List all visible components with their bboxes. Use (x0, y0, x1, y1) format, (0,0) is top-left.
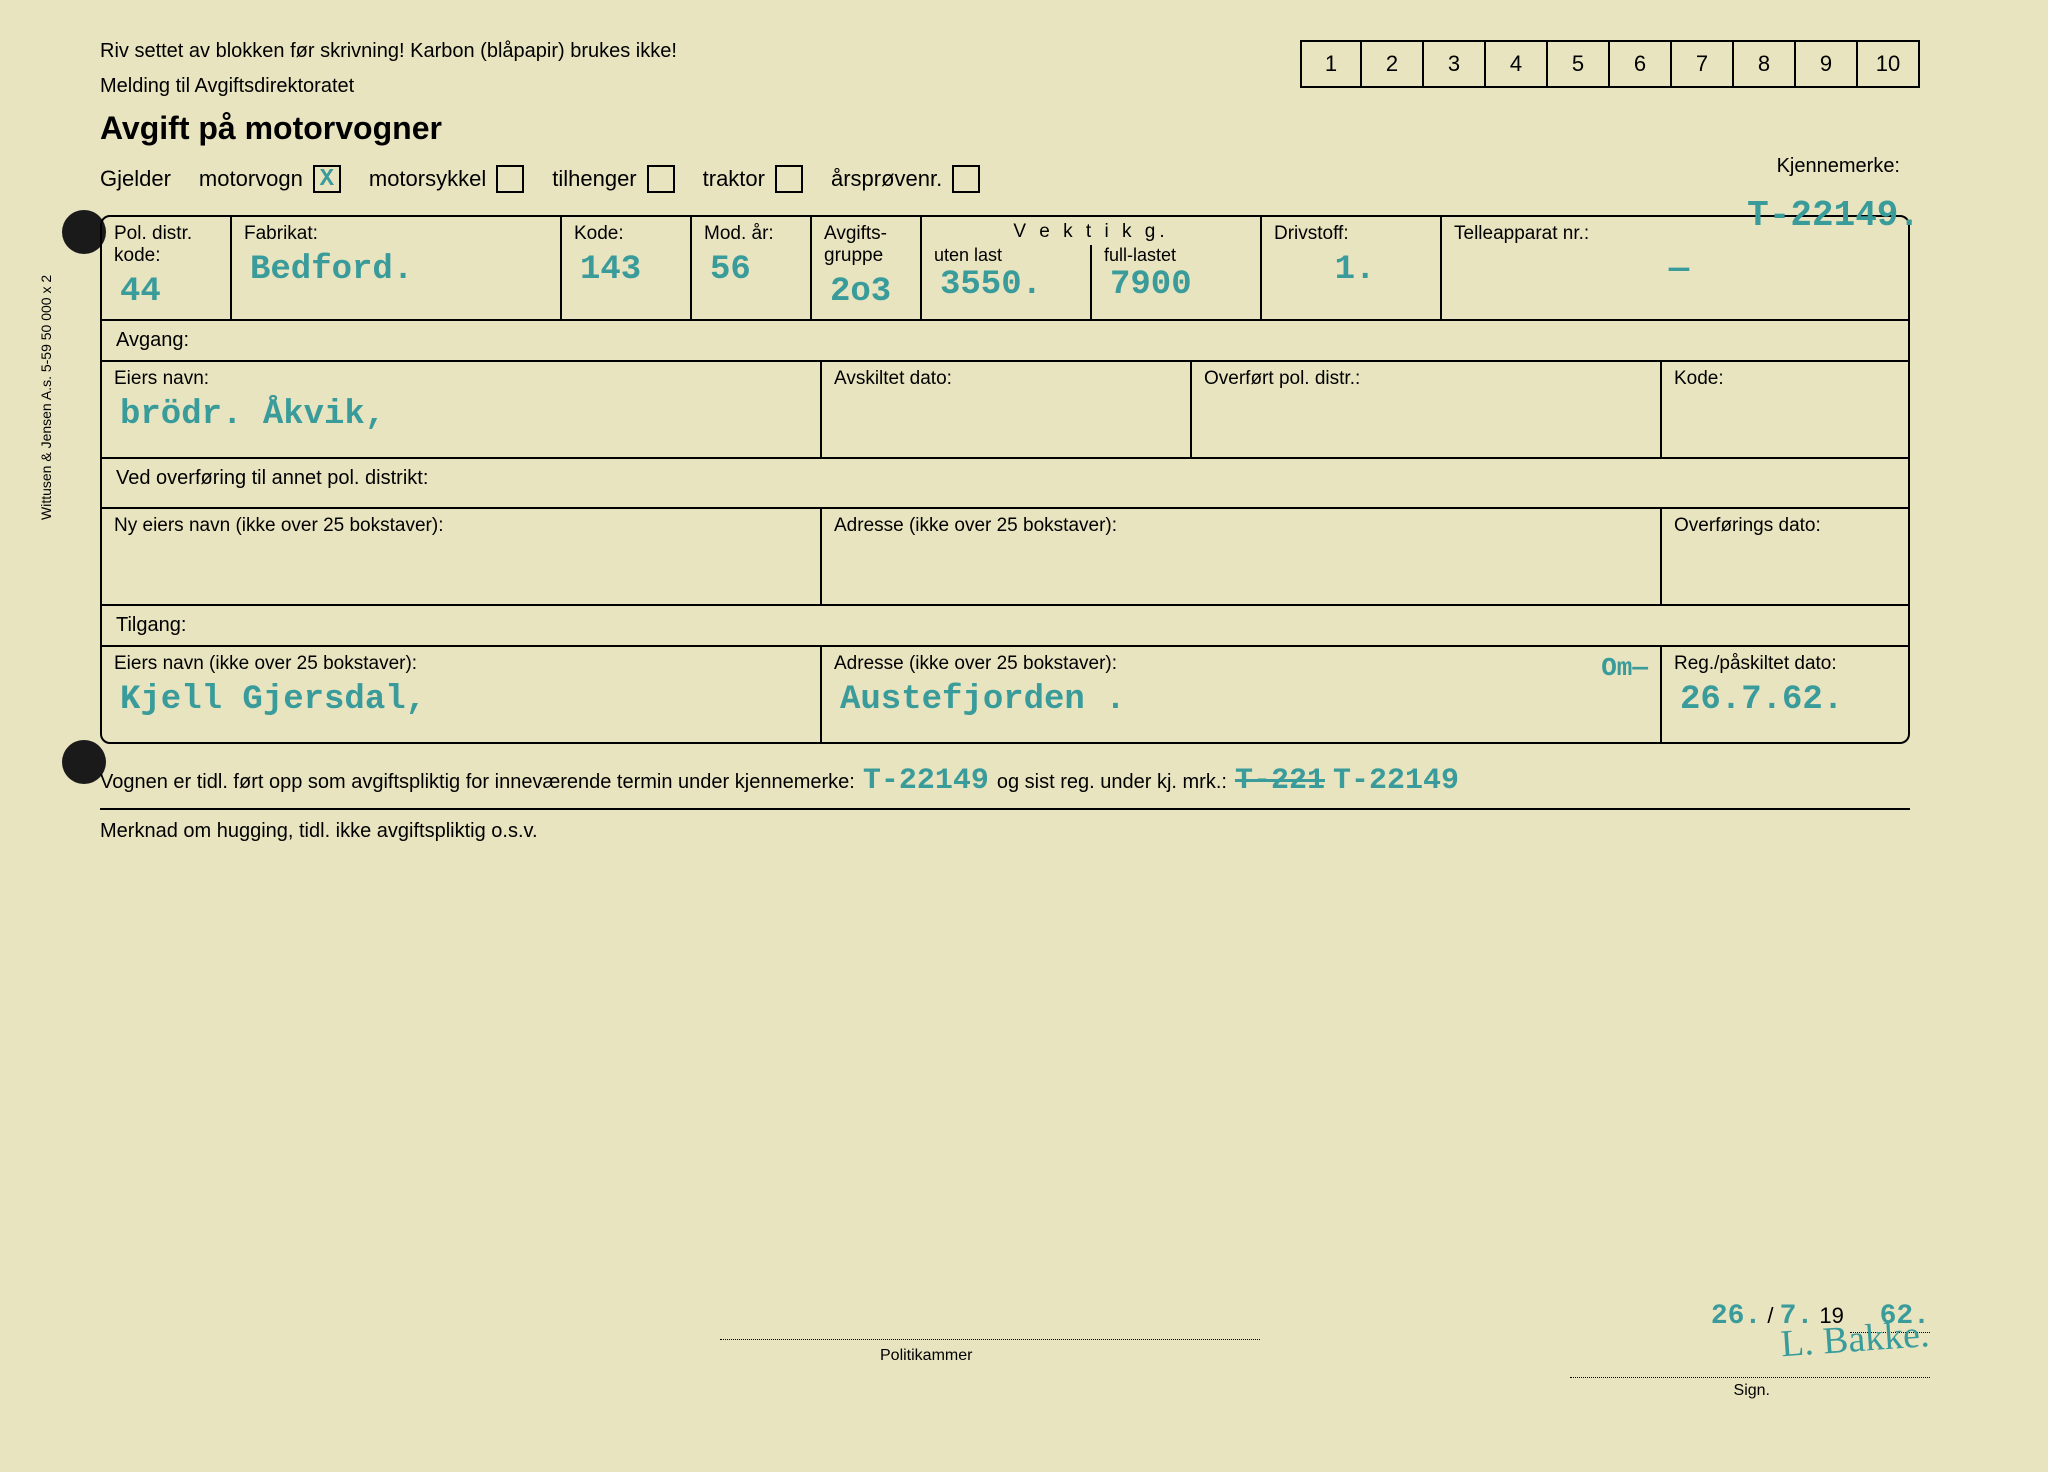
reg-dato-value: 26.7.62. (1674, 681, 1898, 719)
avgang-eier-label: Eiers navn: (114, 368, 810, 390)
printer-mark: Wittusen & Jensen A.s. 5-59 50 000 x 2 (38, 275, 54, 520)
main-table: Pol. distr. kode: 44 Fabrikat: Bedford. Ko… (100, 215, 1910, 744)
mod-ar-value: 56 (704, 251, 800, 289)
fabrikat-label: Fabrikat: (244, 223, 550, 245)
overforing-header: Ved overføring til annet pol. distrikt: (102, 459, 1908, 509)
merknad-label: Merknad om hugging, tidl. ikke avgiftspl… (100, 820, 1980, 843)
copy-num: 8 (1734, 42, 1796, 86)
copy-num: 5 (1548, 42, 1610, 86)
copy-num: 4 (1486, 42, 1548, 86)
specs-row: Pol. distr. kode: 44 Fabrikat: Bedford. Ko… (102, 217, 1908, 321)
vekt-label: V e k t i k g. (922, 217, 1260, 245)
avgang-eier-value: brödr. Åkvik, (114, 396, 810, 434)
prior-reg-text1: Vognen er tidl. ført opp som avgiftsplik… (100, 771, 855, 794)
tilgang-eier-value: Kjell Gjersdal, (114, 681, 810, 719)
copy-num: 1 (1300, 42, 1362, 86)
opt-traktor-checkbox[interactable] (775, 165, 803, 193)
avgifts-label: Avgifts- gruppe (824, 223, 910, 267)
opt-arsprovenr-checkbox[interactable] (952, 165, 980, 193)
signature-area: 26. / 7. 19 62. L. Bakke. Sign. (1330, 1301, 1930, 1400)
avgang-row1: Eiers navn: brödr. Åkvik, Avskiltet dato:… (102, 362, 1908, 459)
kode-label: Kode: (574, 223, 680, 245)
tilgang-header: Tilgang: (102, 606, 1908, 647)
avgang-adresse-label: Adresse (ikke over 25 bokstaver): (834, 515, 1650, 537)
reg-dato-label: Reg./påskiltet dato: (1674, 653, 1898, 675)
copy-num: 7 (1672, 42, 1734, 86)
overforings-dato-label: Overførings dato: (1674, 515, 1898, 537)
vekt-uten-label: uten last (934, 245, 1080, 266)
overfort-label: Overført pol. distr.: (1204, 368, 1650, 390)
avgang-header: Avgang: (102, 321, 1908, 362)
form-title: Avgift på motorvogner (100, 110, 442, 147)
prior-reg-text2: og sist reg. under kj. mrk.: (997, 771, 1227, 794)
kode-value: 143 (574, 251, 680, 289)
prior-kjennemerke-strike: T-221 (1235, 764, 1325, 798)
ny-eier-label: Ny eiers navn (ikke over 25 bokstaver): (114, 515, 810, 537)
vekt-full-value: 7900 (1104, 266, 1250, 304)
copy-num: 9 (1796, 42, 1858, 86)
gjelder-label: Gjelder (100, 166, 171, 192)
politikammer-label: Politikammer (880, 1347, 972, 1365)
tilgang-row: Eiers navn (ikke over 25 bokstaver): Kjel… (102, 647, 1908, 742)
vekt-full-label: full-lastet (1104, 245, 1250, 266)
politikammer-line (720, 1339, 1260, 1340)
vekt-group: V e k t i k g. uten last3550. full-laste… (922, 217, 1262, 319)
vekt-uten-value: 3550. (934, 266, 1080, 304)
tilgang-eier-label: Eiers navn (ikke over 25 bokstaver): (114, 653, 810, 675)
copy-num: 3 (1424, 42, 1486, 86)
opt-motorsykkel-checkbox[interactable] (496, 165, 524, 193)
copy-number-grid: 1 2 3 4 5 6 7 8 9 10 (1300, 40, 1920, 88)
avgang-kode-label: Kode: (1674, 368, 1898, 390)
tilgang-adresse-label: Adresse (ikke over 25 bokstaver): (834, 653, 1650, 675)
vehicle-type-row: Gjelder motorvogn X motorsykkel tilhenger… (100, 165, 1980, 193)
opt-arsprovenr-label: årsprøvenr. (831, 166, 942, 192)
telleapparat-value: — (1454, 251, 1898, 289)
prior-kjennemerke-2: T-22149 (1333, 764, 1459, 798)
form-page: Riv settet av blokken før skrivning! Kar… (100, 40, 1980, 1430)
tilgang-adresse-value: Austefjorden . (834, 681, 1650, 719)
opt-traktor-label: traktor (703, 166, 765, 192)
avskiltet-label: Avskiltet dato: (834, 368, 1180, 390)
opt-motorvogn-checkbox[interactable]: X (313, 165, 341, 193)
divider (100, 808, 1910, 810)
opt-motorsykkel-label: motorsykkel (369, 166, 486, 192)
pol-distr-label: Pol. distr. kode: (114, 223, 220, 267)
pol-distr-value: 44 (114, 273, 220, 311)
kjennemerke-label: Kjennemerke: (1777, 155, 1900, 178)
opt-tilhenger-label: tilhenger (552, 166, 636, 192)
mod-ar-label: Mod. år: (704, 223, 800, 245)
copy-num: 2 (1362, 42, 1424, 86)
fabrikat-value: Bedford. (244, 251, 550, 289)
avgifts-value: 2o3 (824, 273, 910, 311)
drivstoff-label: Drivstoff: (1274, 223, 1430, 245)
avgang-row2: Ny eiers navn (ikke over 25 bokstaver): … (102, 509, 1908, 606)
kjennemerke-value: T-22149. (1747, 195, 1920, 236)
copy-num: 6 (1610, 42, 1672, 86)
prior-kjennemerke-1: T-22149 (863, 764, 989, 798)
opt-motorvogn-label: motorvogn (199, 166, 303, 192)
om-note: Om— (1601, 653, 1648, 683)
copy-num: 10 (1858, 42, 1920, 86)
drivstoff-value: 1. (1274, 251, 1430, 289)
prior-registration-line: Vognen er tidl. ført opp som avgiftsplik… (100, 764, 1980, 798)
opt-tilhenger-checkbox[interactable] (647, 165, 675, 193)
